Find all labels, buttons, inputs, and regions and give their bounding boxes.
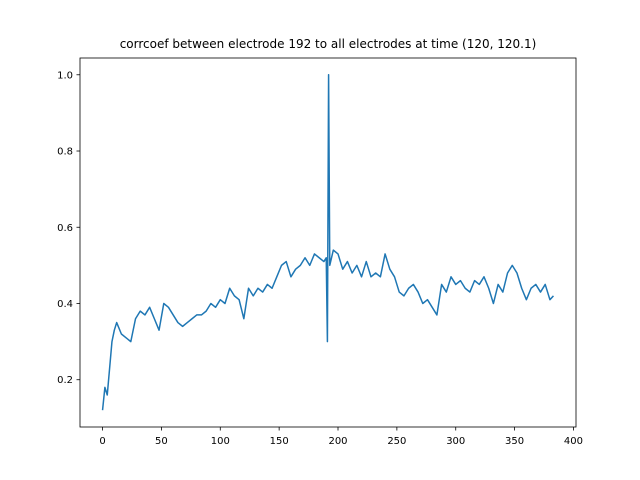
y-tick-label: 1.0	[57, 70, 73, 81]
axes-frame	[79, 57, 577, 428]
x-tick-label: 50	[155, 436, 168, 447]
x-tick-label: 350	[505, 436, 524, 447]
y-tick-label: 0.6	[57, 223, 73, 234]
x-tick-label: 150	[270, 436, 289, 447]
y-tick-label: 0.4	[57, 299, 73, 310]
x-tick-label: 0	[99, 436, 105, 447]
y-tick-label: 0.2	[57, 375, 73, 386]
x-tick-label: 200	[328, 436, 347, 447]
chart-title: corrcoef between electrode 192 to all el…	[120, 37, 537, 51]
y-tick-label: 0.8	[57, 147, 73, 158]
x-tick-label: 400	[564, 436, 583, 447]
x-tick-label: 300	[446, 436, 465, 447]
data-line	[101, 74, 555, 411]
x-tick-label: 250	[387, 436, 406, 447]
x-tick-label: 100	[211, 436, 230, 447]
